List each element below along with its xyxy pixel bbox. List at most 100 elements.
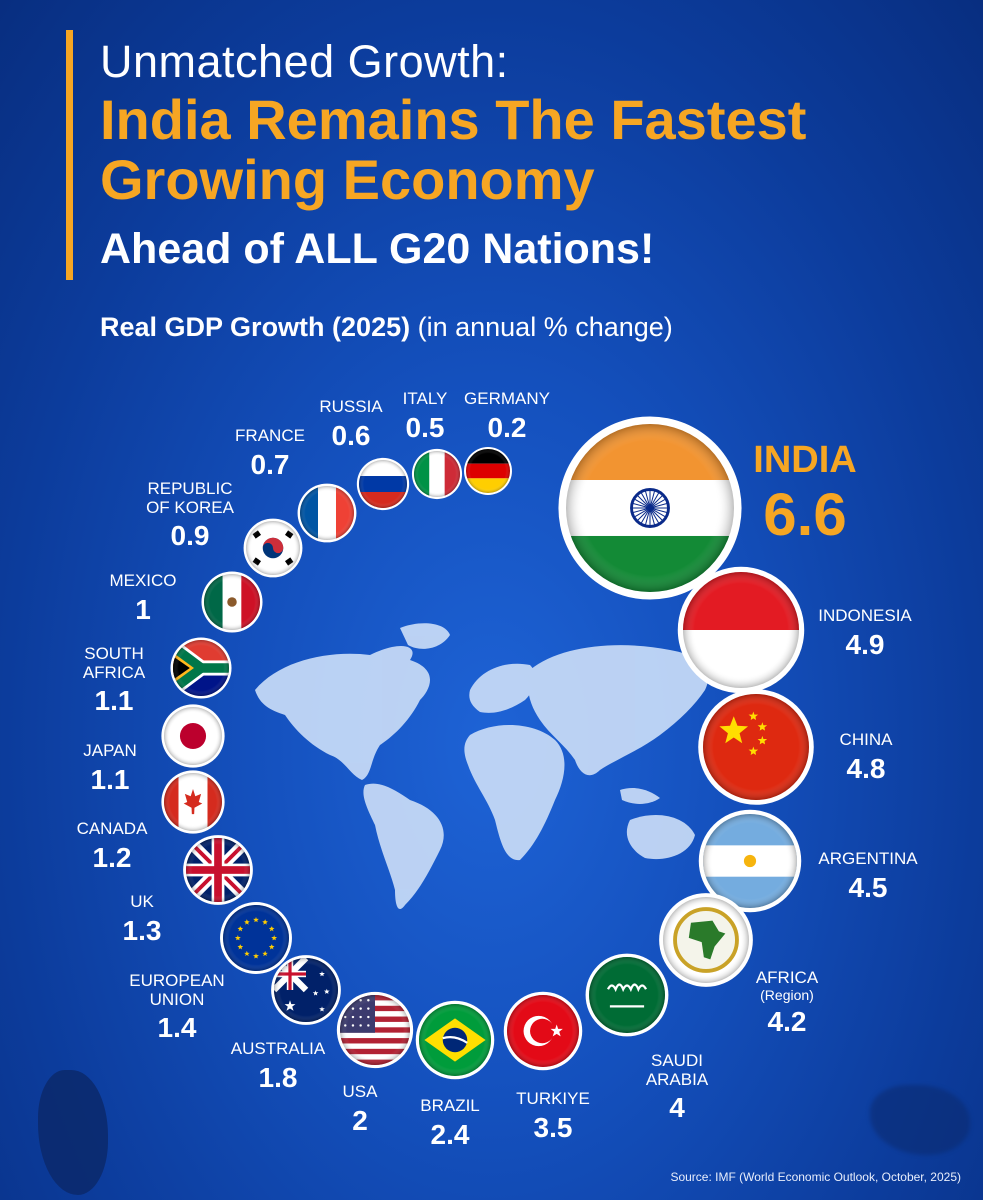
indonesia-flag — [677, 566, 805, 694]
country-name: GERMANY — [464, 389, 550, 408]
label-turkiye: TURKIYE 3.5 — [516, 1089, 590, 1143]
country-note: (Region) — [760, 986, 814, 1003]
country-name: CANADA — [76, 819, 148, 838]
country-name: RUSSIA — [319, 397, 383, 416]
label-african-union: AFRICA (Region) 4.2 — [755, 968, 819, 1038]
country-name: TURKIYE — [516, 1089, 590, 1108]
italy-flag — [411, 448, 463, 500]
eu-flag — [220, 902, 292, 974]
country-name: USA — [342, 1082, 378, 1101]
growth-value: 0.9 — [170, 520, 210, 552]
country-name: EUROPEAN UNION — [129, 971, 225, 1009]
label-canada: CANADA 1.2 — [76, 819, 148, 873]
map-se-asia — [620, 787, 660, 804]
growth-value: 2.4 — [430, 1118, 470, 1150]
label-japan: JAPAN 1.1 — [83, 741, 137, 795]
label-australia: AUSTRALIA 1.8 — [231, 1039, 325, 1093]
map-south-america — [363, 783, 444, 910]
label-uk: UK 1.3 — [122, 892, 162, 946]
country-name: INDONESIA — [818, 606, 912, 625]
country-name: AFRICA — [755, 968, 819, 987]
map-greenland — [400, 623, 450, 649]
japan-flag — [161, 704, 225, 768]
country-name: ITALY — [402, 389, 448, 408]
mexico-flag — [201, 571, 263, 633]
growth-value: 3.5 — [533, 1111, 573, 1143]
growth-value: 4 — [669, 1092, 685, 1124]
argentina-flag — [698, 809, 802, 913]
label-argentina: ARGENTINA 4.5 — [818, 849, 918, 903]
label-mexico: MEXICO 1 — [109, 571, 177, 625]
usa-flag — [336, 991, 414, 1069]
growth-value: 0.6 — [331, 419, 371, 451]
turkiye-flag — [503, 991, 583, 1071]
title-line-1: Unmatched Growth: — [100, 36, 509, 87]
france-flag — [297, 483, 357, 543]
growth-value: 1.2 — [92, 841, 132, 873]
label-russia: RUSSIA 0.6 — [319, 397, 383, 451]
country-name: INDIA — [753, 439, 857, 481]
corner-shape-left — [38, 1070, 108, 1195]
growth-value: 1.1 — [90, 763, 130, 795]
country-name: UK — [130, 892, 154, 911]
growth-value: 4.2 — [767, 1006, 807, 1038]
brazil-flag — [415, 1000, 495, 1080]
accent-bar — [66, 30, 73, 280]
label-south-africa: SOUTH AFRICA 1.1 — [82, 644, 146, 717]
country-name: SOUTH AFRICA — [82, 644, 146, 682]
label-france: FRANCE 0.7 — [235, 426, 305, 480]
growth-value: 2 — [352, 1104, 368, 1136]
uk-flag — [183, 835, 253, 905]
label-usa: USA 2 — [342, 1082, 378, 1136]
country-name: JAPAN — [83, 741, 137, 760]
growth-value: 1 — [135, 593, 151, 625]
label-china: CHINA 4.8 — [839, 730, 893, 784]
saudi-arabia-flag — [585, 953, 669, 1037]
subtitle-unit: (in annual % change) — [417, 312, 673, 342]
canada-flag — [161, 770, 225, 834]
label-saudi-arabia: SAUDI ARABIA 4 — [645, 1051, 709, 1124]
australia-flag — [271, 955, 341, 1025]
label-germany: GERMANY 0.2 — [464, 389, 550, 443]
country-name: SAUDI ARABIA — [645, 1051, 709, 1089]
russia-flag — [356, 457, 410, 511]
label-eu: EUROPEAN UNION 1.4 — [129, 971, 225, 1044]
country-name: FRANCE — [235, 426, 305, 445]
growth-value: 4.9 — [845, 628, 885, 660]
label-india: INDIA 6.6 — [753, 439, 857, 548]
country-name: ARGENTINA — [818, 849, 918, 868]
label-italy: ITALY 0.5 — [402, 389, 448, 443]
african-union-flag — [659, 893, 753, 987]
india-flag — [558, 416, 742, 600]
source-note: Source: IMF (World Economic Outlook, Oct… — [670, 1170, 961, 1184]
growth-value: 1.1 — [94, 685, 134, 717]
growth-value: 4.8 — [846, 752, 886, 784]
country-name: REPUBLIC OF KOREA — [146, 479, 234, 517]
subtitle-main: Real GDP Growth (2025) — [100, 312, 411, 342]
country-name: CHINA — [839, 730, 893, 749]
corner-shape-right — [870, 1085, 970, 1155]
title-line-2-text: India Remains The Fastest Growing Econom… — [100, 88, 807, 211]
growth-value: 1.8 — [258, 1061, 298, 1093]
growth-value: 1.4 — [157, 1012, 197, 1044]
korea-flag — [243, 518, 303, 578]
map-africa — [464, 724, 565, 861]
label-indonesia: INDONESIA 4.9 — [818, 606, 912, 660]
growth-value: 0.2 — [487, 411, 527, 443]
growth-value: 0.5 — [405, 411, 445, 443]
map-australia — [626, 815, 695, 860]
growth-value: 4.5 — [848, 871, 888, 903]
germany-flag — [464, 447, 512, 495]
growth-value: 1.3 — [122, 914, 162, 946]
title-line-3: Ahead of ALL G20 Nations! — [100, 225, 655, 273]
map-north-america — [255, 645, 430, 780]
growth-value: 6.6 — [763, 480, 847, 548]
label-brazil: BRAZIL 2.4 — [420, 1096, 480, 1150]
south-africa-flag — [170, 637, 232, 699]
country-name: MEXICO — [109, 571, 177, 590]
title-line-2: India Remains The Fastest Growing Econom… — [100, 90, 950, 210]
chart-subtitle: Real GDP Growth (2025) (in annual % chan… — [100, 312, 673, 343]
growth-value: 0.7 — [250, 448, 290, 480]
